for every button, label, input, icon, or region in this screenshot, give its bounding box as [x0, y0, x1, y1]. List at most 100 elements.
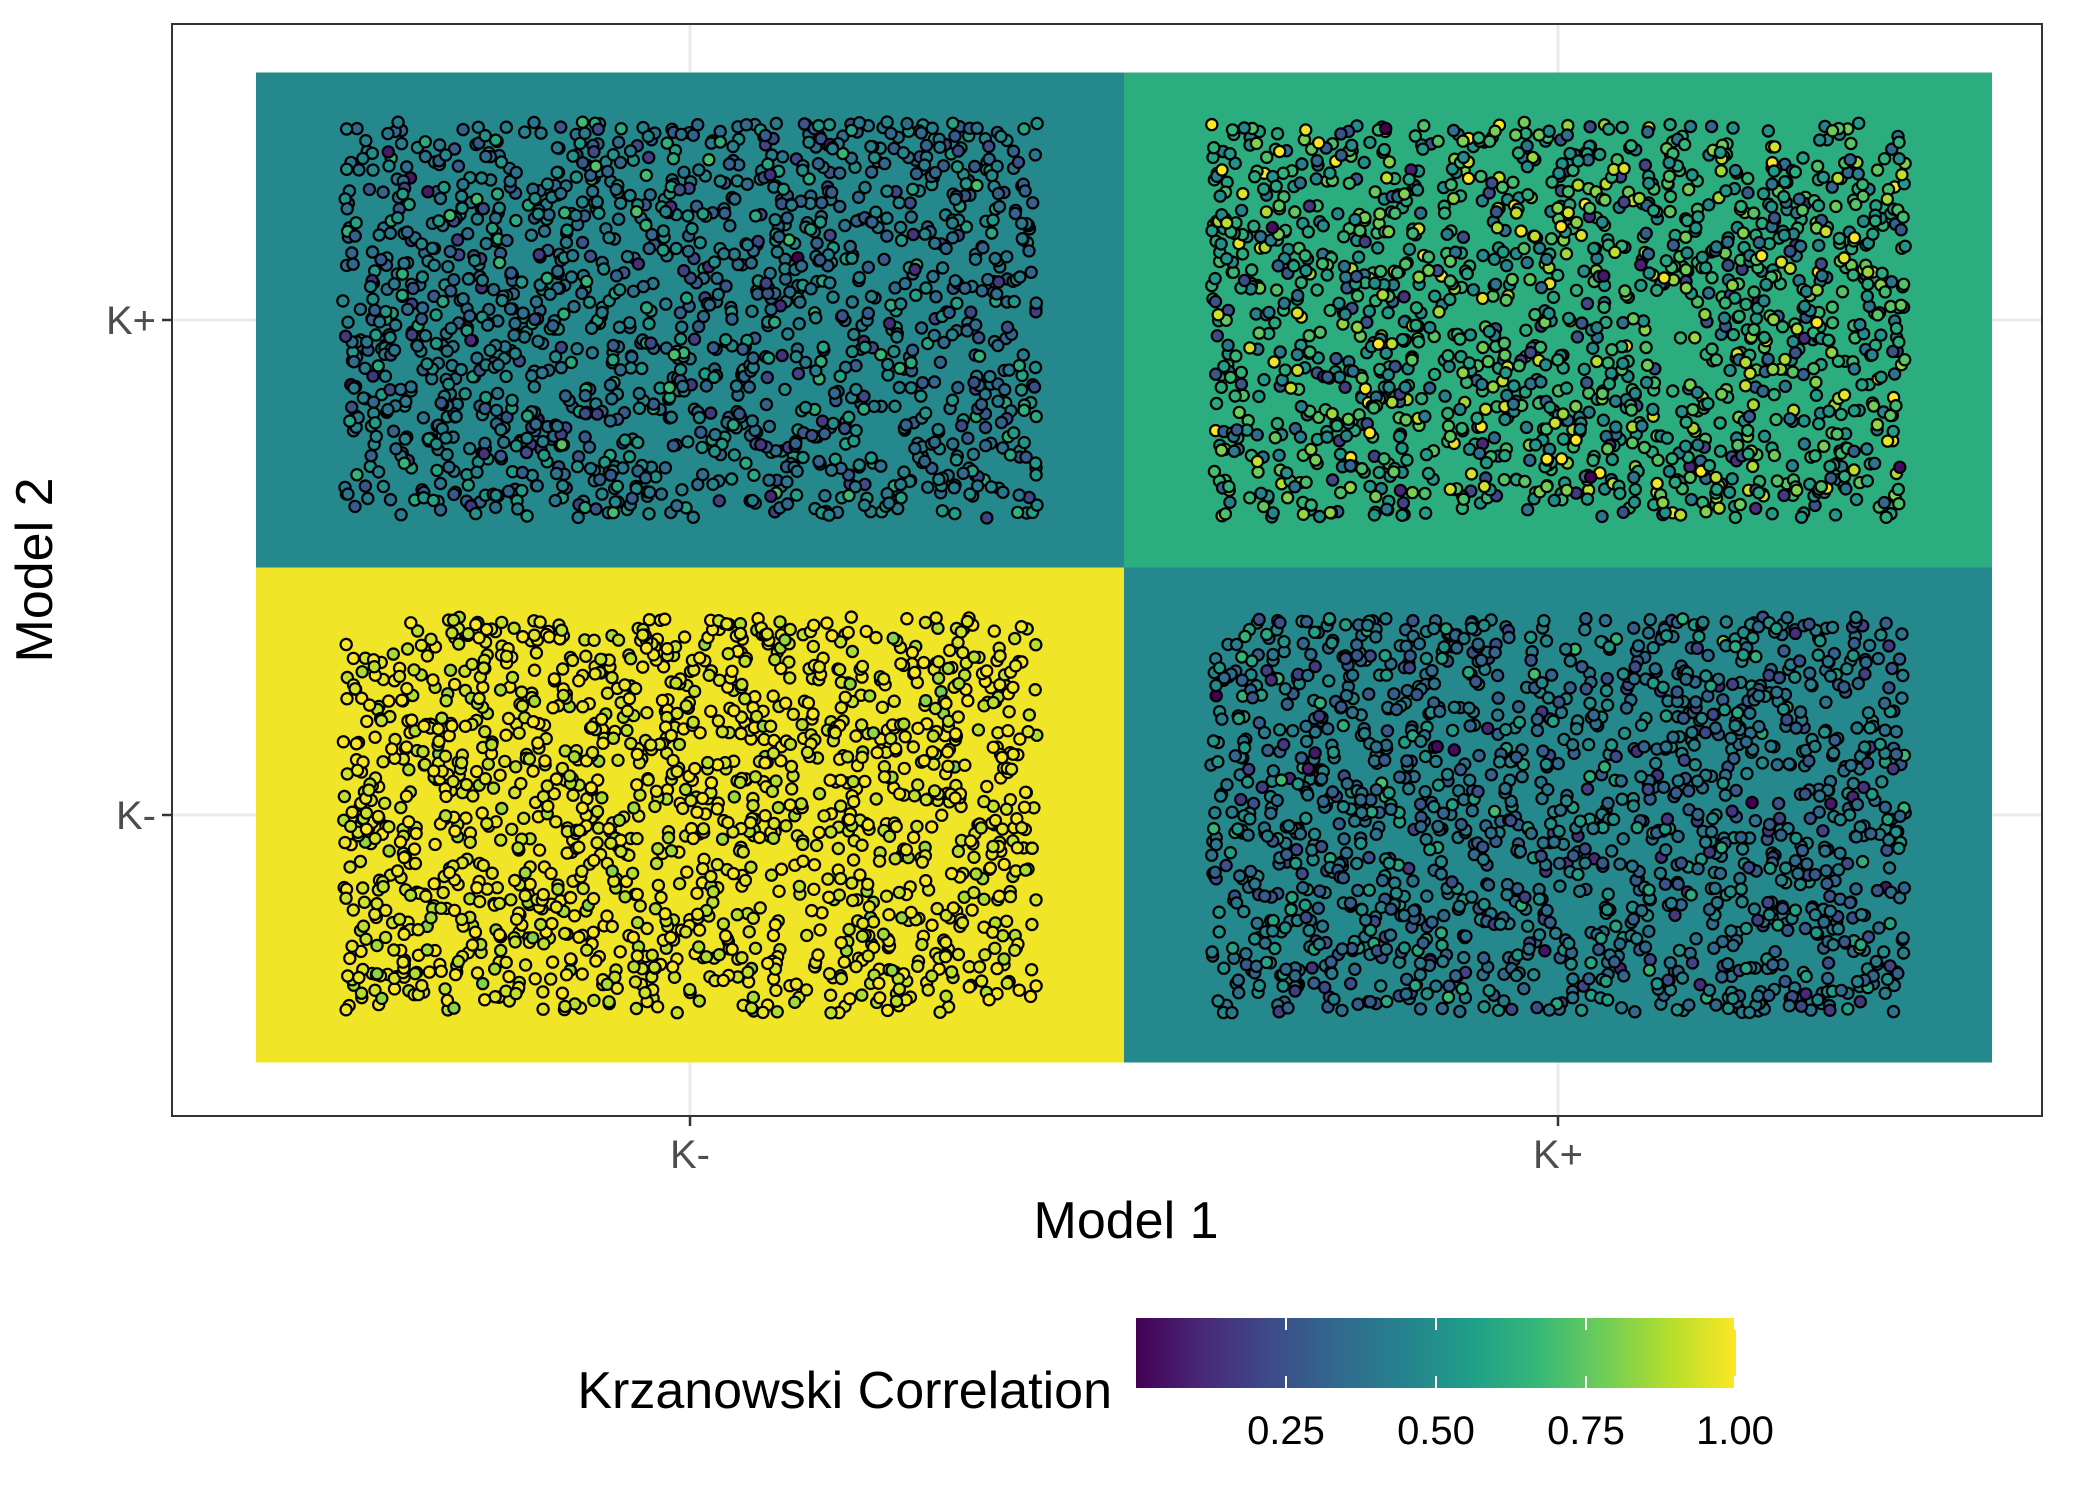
jitter-point: [920, 695, 931, 706]
jitter-point: [660, 206, 671, 217]
jitter-point: [1585, 957, 1596, 968]
jitter-point: [1486, 177, 1497, 188]
jitter-point: [962, 616, 973, 627]
jitter-point: [994, 201, 1005, 212]
jitter-point: [1643, 627, 1654, 638]
jitter-point: [1271, 285, 1282, 296]
jitter-point: [1814, 135, 1825, 146]
jitter-point: [879, 771, 890, 782]
jitter-point: [369, 305, 380, 316]
jitter-point: [1300, 124, 1311, 135]
jitter-point: [1423, 252, 1434, 263]
jitter-point: [890, 743, 901, 754]
jitter-point: [977, 242, 988, 253]
jitter-point: [1029, 381, 1040, 392]
jitter-point: [474, 896, 485, 907]
jitter-point: [681, 293, 692, 304]
jitter-point: [1799, 438, 1810, 449]
jitter-point: [1025, 991, 1036, 1002]
jitter-point: [980, 422, 991, 433]
jitter-point: [1617, 122, 1628, 133]
jitter-point: [577, 969, 588, 980]
jitter-point: [363, 785, 374, 796]
jitter-point: [655, 892, 666, 903]
jitter-point: [947, 118, 958, 129]
jitter-point: [1858, 216, 1869, 227]
jitter-point: [373, 811, 384, 822]
jitter-point: [1327, 408, 1338, 419]
jitter-point: [408, 283, 419, 294]
jitter-point: [681, 867, 692, 878]
jitter-point: [361, 716, 372, 727]
jitter-point: [1851, 494, 1862, 505]
jitter-point: [797, 856, 808, 867]
jitter-point: [339, 837, 350, 848]
jitter-point: [1016, 384, 1027, 395]
jitter-point: [574, 825, 585, 836]
jitter-point: [458, 293, 469, 304]
jitter-point: [1578, 266, 1589, 277]
jitter-point: [1454, 1006, 1465, 1017]
jitter-point: [621, 725, 632, 736]
jitter-point: [351, 217, 362, 228]
jitter-point: [1716, 165, 1727, 176]
jitter-point: [1750, 503, 1761, 514]
jitter-point: [350, 230, 361, 241]
jitter-point: [1611, 751, 1622, 762]
jitter-point: [441, 695, 452, 706]
jitter-point: [501, 235, 512, 246]
jitter-point: [1682, 247, 1693, 258]
jitter-point: [416, 980, 427, 991]
jitter-point: [850, 481, 861, 492]
jitter-point: [823, 509, 834, 520]
jitter-point: [919, 456, 930, 467]
jitter-point: [1207, 946, 1218, 957]
jitter-point: [588, 995, 599, 1006]
jitter-point: [717, 834, 728, 845]
jitter-point: [718, 975, 729, 986]
jitter-point: [1778, 645, 1789, 656]
jitter-point: [768, 748, 779, 759]
jitter-point: [959, 283, 970, 294]
jitter-point: [851, 961, 862, 972]
jitter-point: [1339, 261, 1350, 272]
jitter-point: [364, 184, 375, 195]
jitter-point: [1222, 340, 1233, 351]
jitter-point: [644, 487, 655, 498]
jitter-point: [813, 158, 824, 169]
jitter-point: [1601, 685, 1612, 696]
jitter-point: [1511, 207, 1522, 218]
jitter-point: [606, 393, 617, 404]
jitter-point: [972, 480, 983, 491]
jitter-point: [1411, 302, 1422, 313]
jitter-point: [1875, 330, 1886, 341]
jitter-point: [776, 864, 787, 875]
jitter-point: [498, 437, 509, 448]
jitter-point: [1296, 158, 1307, 169]
jitter-point: [413, 924, 424, 935]
jitter-point: [1023, 726, 1034, 737]
jitter-point: [1619, 285, 1630, 296]
jitter-point: [338, 736, 349, 747]
jitter-point: [1796, 512, 1807, 523]
jitter-point: [1446, 179, 1457, 190]
jitter-point: [1019, 802, 1030, 813]
jitter-point: [520, 890, 531, 901]
jitter-point: [709, 446, 720, 457]
jitter-point: [577, 157, 588, 168]
jitter-point: [895, 298, 906, 309]
jitter-point: [875, 461, 886, 472]
jitter-point: [1507, 274, 1518, 285]
jitter-point: [982, 274, 993, 285]
jitter-point: [1681, 282, 1692, 293]
jitter-point: [737, 344, 748, 355]
jitter-point: [1888, 763, 1899, 774]
jitter-point: [706, 777, 717, 788]
jitter-point: [1024, 709, 1035, 720]
jitter-point: [1725, 886, 1736, 897]
jitter-point: [957, 647, 968, 658]
jitter-point: [492, 188, 503, 199]
jitter-point: [667, 961, 678, 972]
jitter-point: [1522, 257, 1533, 268]
jitter-point: [976, 399, 987, 410]
